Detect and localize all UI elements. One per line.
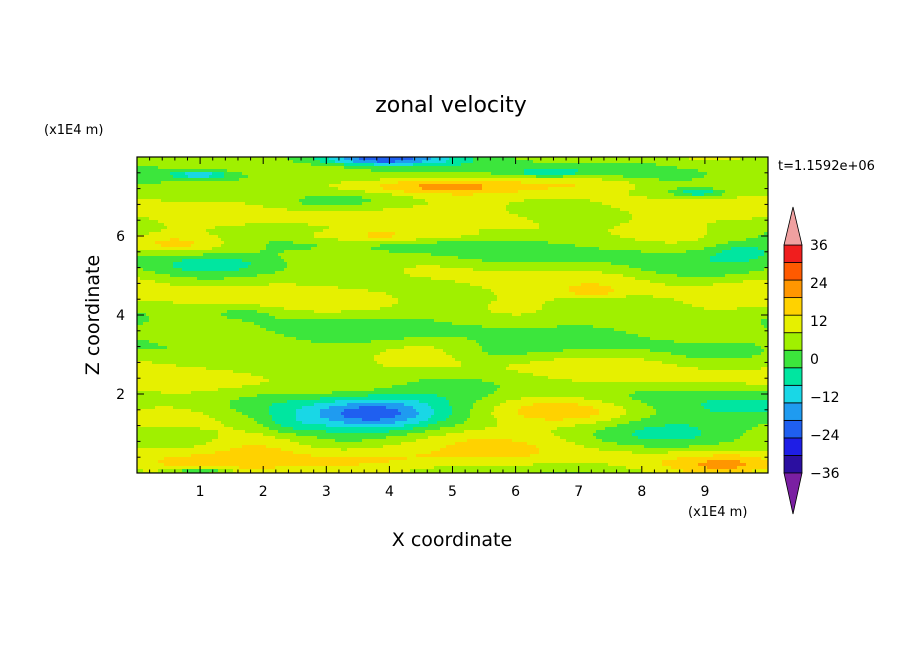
colorbar-tick-label: 24 — [810, 276, 828, 292]
colorbar-swatch — [784, 420, 802, 438]
colorbar-swatch — [784, 245, 802, 263]
colorbar-tick-label: 36 — [810, 238, 828, 254]
x-axis-label: X coordinate — [392, 529, 512, 551]
x-tick-label: 9 — [700, 484, 709, 500]
colorbar-swatch — [784, 403, 802, 421]
colorbar-tick-label: 0 — [810, 352, 819, 368]
time-label: t=1.1592e+06 — [778, 159, 875, 174]
x-tick-label: 2 — [259, 484, 268, 500]
colorbar-swatch — [784, 438, 802, 456]
x-tick-label: 6 — [511, 484, 520, 500]
x-tick-label: 5 — [448, 484, 457, 500]
colorbar-swatch — [784, 350, 802, 368]
colorbar-over-triangle — [784, 207, 802, 245]
y-tick-label: 2 — [116, 387, 125, 403]
colorbar-swatch — [784, 298, 802, 316]
x-unit-label: (x1E4 m) — [688, 505, 747, 520]
x-tick-label: 3 — [322, 484, 331, 500]
colorbar-swatch — [784, 368, 802, 386]
x-tick-label: 4 — [385, 484, 394, 500]
colorbar-tick-label: 12 — [810, 314, 828, 330]
colorbar-under-triangle — [784, 473, 802, 514]
colorbar-swatch — [784, 455, 802, 473]
x-tick-label: 8 — [637, 484, 646, 500]
colorbar-tick-label: −36 — [810, 466, 840, 482]
colorbar-tick-label: −12 — [810, 390, 840, 406]
colorbar: 36 24 12 0 −12 −24 −36 — [784, 207, 840, 514]
y-unit-label: (x1E4 m) — [44, 123, 103, 138]
contour-field — [137, 157, 770, 475]
colorbar-tick-label: −24 — [810, 428, 840, 444]
y-axis-label: Z coordinate — [82, 255, 104, 375]
x-tick-label: 7 — [574, 484, 583, 500]
y-tick-label: 6 — [116, 229, 125, 245]
colorbar-swatch — [784, 280, 802, 298]
y-tick-label: 4 — [116, 308, 125, 324]
colorbar-swatch — [784, 263, 802, 281]
chart-title: zonal velocity — [375, 93, 527, 118]
x-tick-label: 1 — [196, 484, 205, 500]
colorbar-swatch — [784, 333, 802, 351]
colorbar-swatch — [784, 315, 802, 333]
colorbar-swatch — [784, 385, 802, 403]
